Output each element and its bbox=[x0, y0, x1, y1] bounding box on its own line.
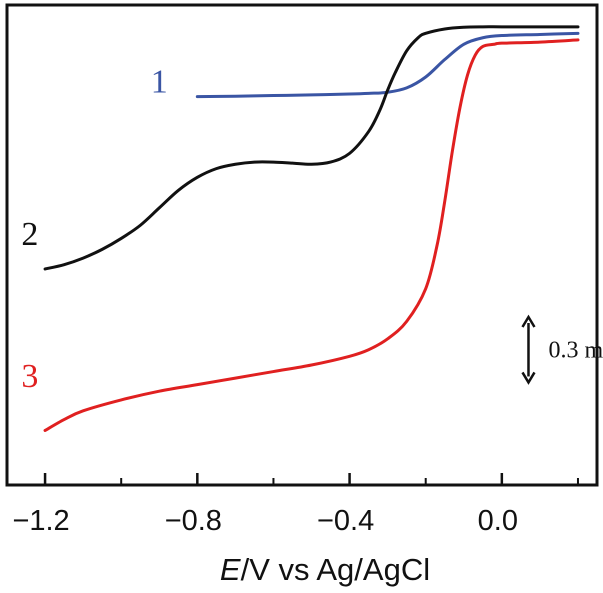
x-axis-ticks bbox=[43, 473, 579, 485]
scale-bar-label: 0.3 mA bbox=[548, 338, 603, 364]
curve-label-2: 2 bbox=[21, 216, 38, 253]
scale-bar-arrow-up bbox=[521, 314, 536, 328]
x-axis-title-italic: E bbox=[220, 552, 241, 587]
x-axis-title-rest: /V vs Ag/AgCl bbox=[241, 552, 431, 587]
scale-bar-arrow-down bbox=[521, 371, 536, 385]
curve-label-3: 3 bbox=[21, 358, 38, 395]
x-tick-label: −0.8 bbox=[165, 505, 222, 537]
series-line-1 bbox=[195, 31, 580, 99]
series-line-3 bbox=[43, 38, 580, 432]
x-tick-label: −0.4 bbox=[317, 505, 374, 537]
x-tick-label: 0.0 bbox=[478, 505, 518, 537]
curve-label-1: 1 bbox=[151, 63, 168, 100]
series-line-2 bbox=[43, 25, 580, 271]
x-axis-tick-labels: −1.2 −0.8 −0.4 0.0 bbox=[12, 505, 518, 537]
x-tick-label: −1.2 bbox=[12, 505, 69, 537]
curve-labels: 1 2 3 bbox=[21, 63, 167, 395]
plot-frame bbox=[5, 3, 599, 487]
scale-bar: 0.3 mA bbox=[521, 314, 603, 385]
x-axis-title: E/V vs Ag/AgCl bbox=[220, 552, 430, 587]
series-lines bbox=[43, 25, 580, 432]
